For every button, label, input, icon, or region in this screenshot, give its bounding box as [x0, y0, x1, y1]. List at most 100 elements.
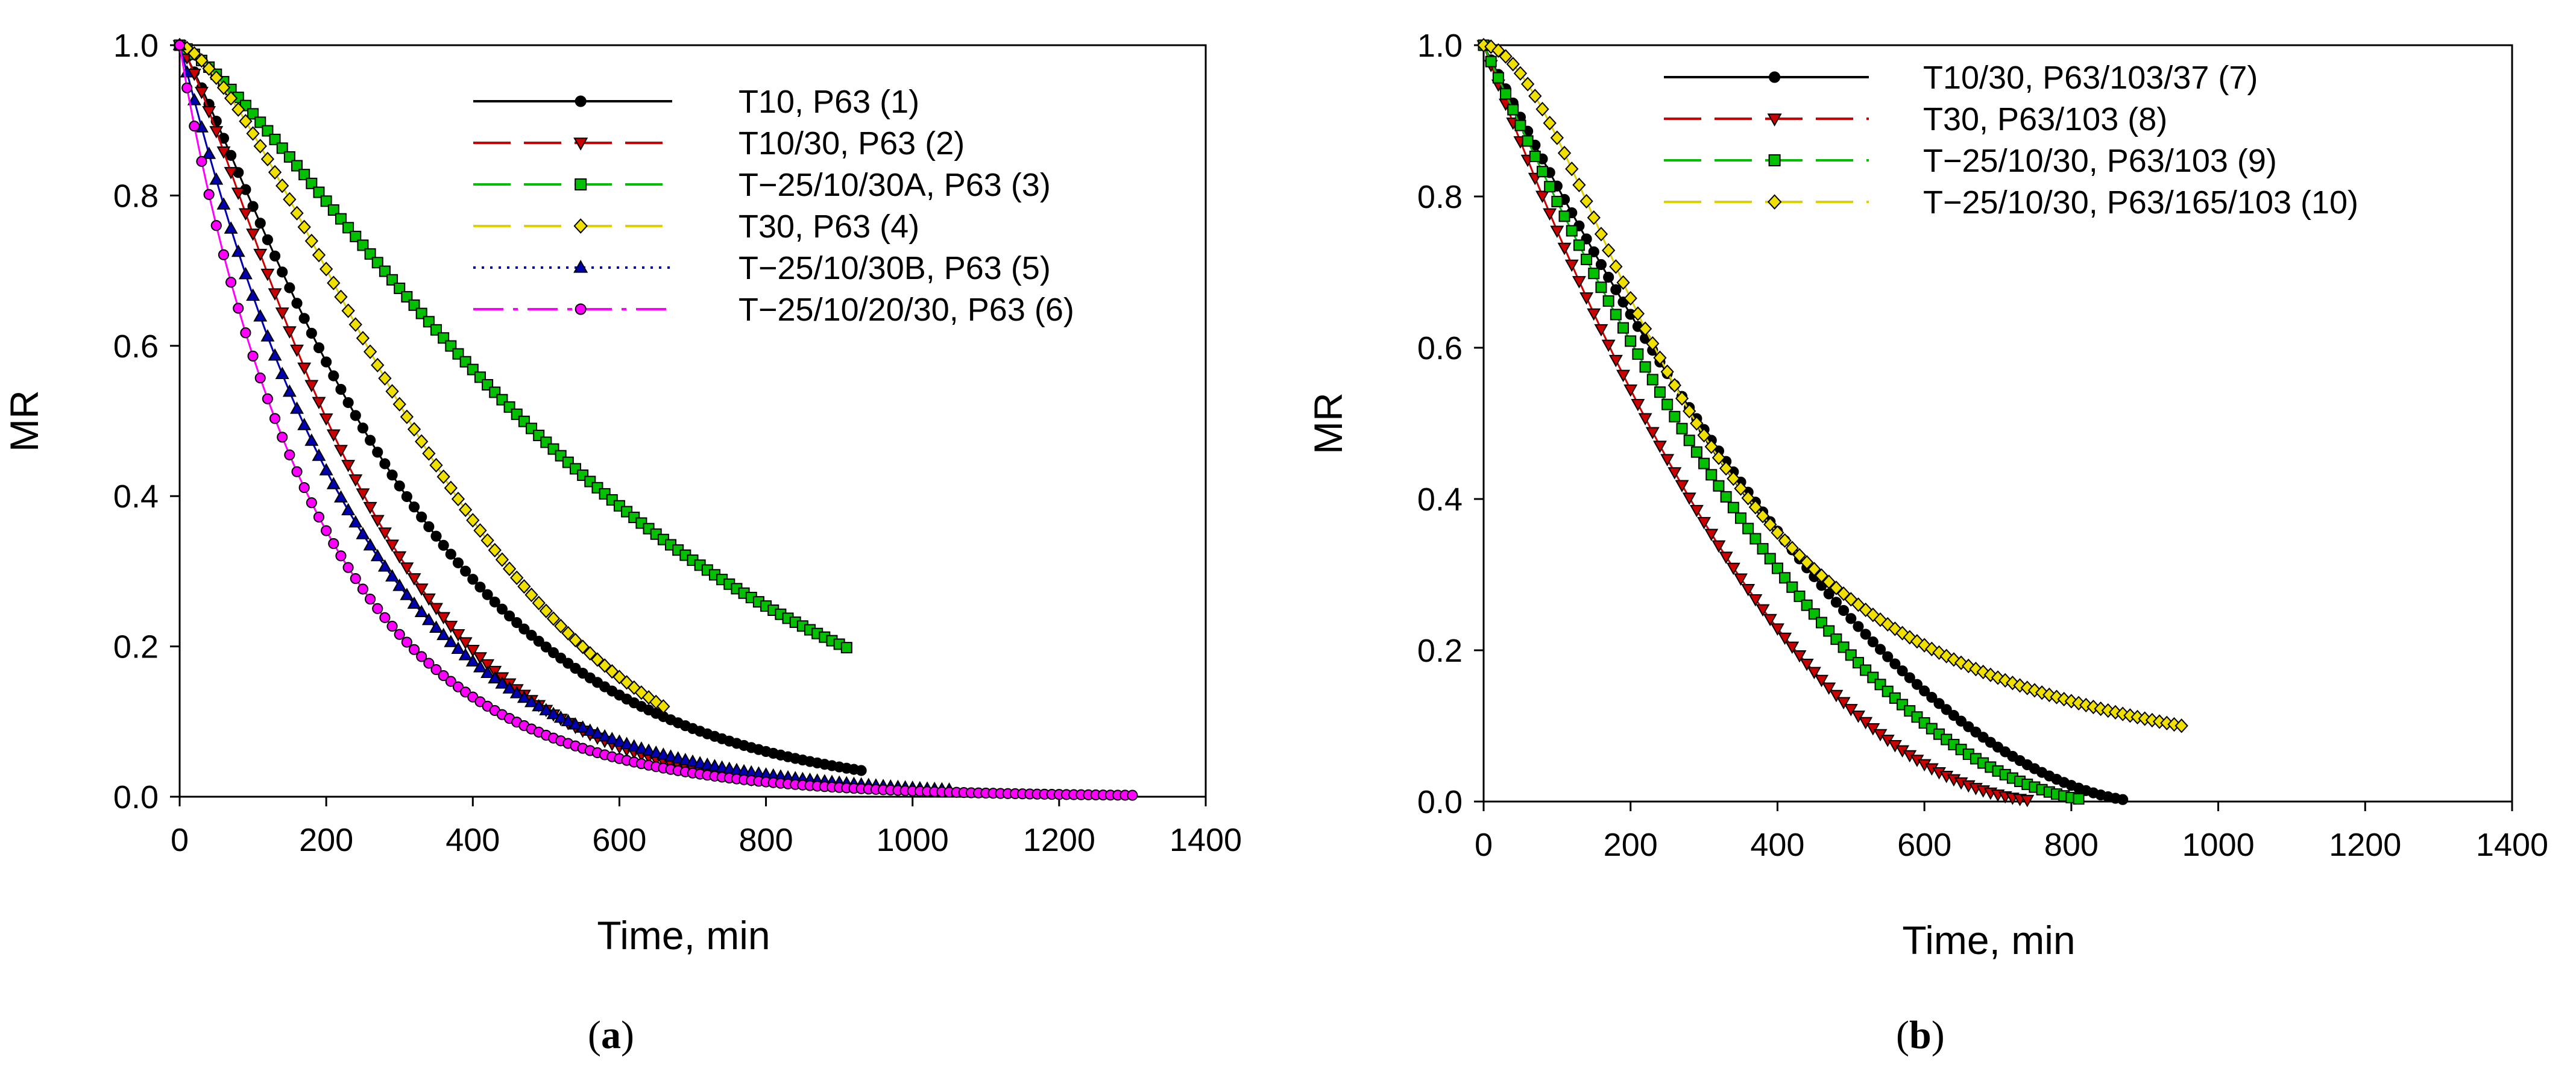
data-point [1845, 613, 1857, 624]
data-point [306, 177, 318, 189]
data-point [268, 348, 282, 361]
data-point [482, 589, 493, 600]
y-axis-label: MR [1306, 392, 1350, 454]
data-point [511, 617, 523, 629]
data-point [1676, 422, 1688, 435]
data-point [407, 422, 421, 437]
data-point [1514, 119, 1526, 131]
data-point [1757, 543, 1769, 555]
data-point [216, 80, 231, 95]
data-point [284, 449, 295, 460]
data-point [365, 435, 376, 446]
data-point [218, 249, 230, 260]
data-point [576, 639, 590, 654]
data-point [1543, 116, 1557, 131]
data-point [187, 46, 201, 61]
data-point [254, 116, 266, 128]
x-tick-label: 400 [1750, 827, 1804, 863]
data-point [1660, 364, 1674, 379]
data-point [1667, 378, 1681, 393]
data-point [187, 93, 201, 105]
data-point [1851, 711, 1865, 723]
data-point [238, 266, 253, 280]
data-point [1719, 461, 1733, 476]
data-point [1609, 259, 1623, 274]
data-point [189, 121, 200, 132]
data-point [685, 754, 700, 767]
data-point [350, 573, 361, 585]
data-point [401, 491, 412, 503]
data-point [1970, 726, 1982, 738]
data-point [1801, 599, 1813, 611]
data-point [2073, 793, 2085, 805]
data-point [269, 413, 281, 424]
x-tick-label: 1200 [1023, 822, 1095, 858]
data-point [1536, 166, 1548, 178]
data-point [2145, 712, 2159, 728]
data-point [284, 282, 295, 293]
data-point [408, 299, 420, 311]
x-tick-label: 0 [171, 822, 189, 858]
data-point [335, 384, 347, 395]
data-point [233, 303, 244, 314]
data-point [321, 525, 332, 536]
data-point [1675, 480, 1689, 492]
data-point [1616, 369, 1631, 383]
data-point [1579, 193, 1593, 209]
data-point [1748, 594, 1763, 607]
data-point [394, 629, 405, 640]
data-point [444, 480, 458, 495]
data-point [503, 610, 515, 622]
data-point [297, 219, 311, 234]
data-point [840, 642, 852, 654]
data-point [488, 542, 502, 558]
x-axis-label: Time, min [1902, 918, 2075, 962]
data-point [489, 596, 500, 607]
data-point [458, 637, 473, 650]
data-point [495, 676, 509, 689]
x-tick-label: 200 [1604, 827, 1658, 863]
data-point [298, 313, 310, 324]
data-point [253, 309, 268, 322]
data-point [1595, 281, 1607, 293]
data-point [1882, 651, 1894, 662]
data-point [291, 466, 303, 477]
data-point [1682, 492, 1696, 505]
data-point [1941, 704, 1952, 715]
data-point [553, 710, 568, 723]
data-point [1844, 592, 1858, 607]
data-point [350, 410, 361, 421]
data-point [276, 142, 288, 154]
data-point [202, 146, 216, 159]
data-point [224, 167, 238, 180]
data-point [328, 370, 339, 381]
data-point [320, 195, 332, 207]
data-point [532, 698, 546, 712]
data-point [282, 384, 297, 397]
data-point [509, 686, 524, 698]
data-point [1860, 629, 1871, 640]
data-point [583, 723, 597, 736]
data-point [1491, 43, 1505, 58]
data-point [282, 326, 297, 339]
data-point [1779, 572, 1791, 584]
y-tick-label: 0.4 [1417, 482, 1463, 518]
data-point [342, 562, 354, 573]
data-point [283, 192, 297, 207]
data-point [348, 515, 363, 528]
data-point [1859, 717, 1873, 730]
data-point [379, 265, 391, 277]
legend-marker [575, 303, 587, 315]
data-point [306, 497, 317, 509]
data-point [313, 511, 325, 523]
data-point [1535, 190, 1549, 203]
data-point [335, 550, 347, 562]
data-point [1669, 410, 1681, 422]
data-point [605, 732, 619, 744]
data-point [1698, 457, 1710, 469]
data-point [1807, 562, 1821, 577]
data-point [1727, 471, 1740, 486]
data-point [641, 743, 656, 756]
data-point [438, 670, 449, 682]
data-point [496, 603, 508, 615]
